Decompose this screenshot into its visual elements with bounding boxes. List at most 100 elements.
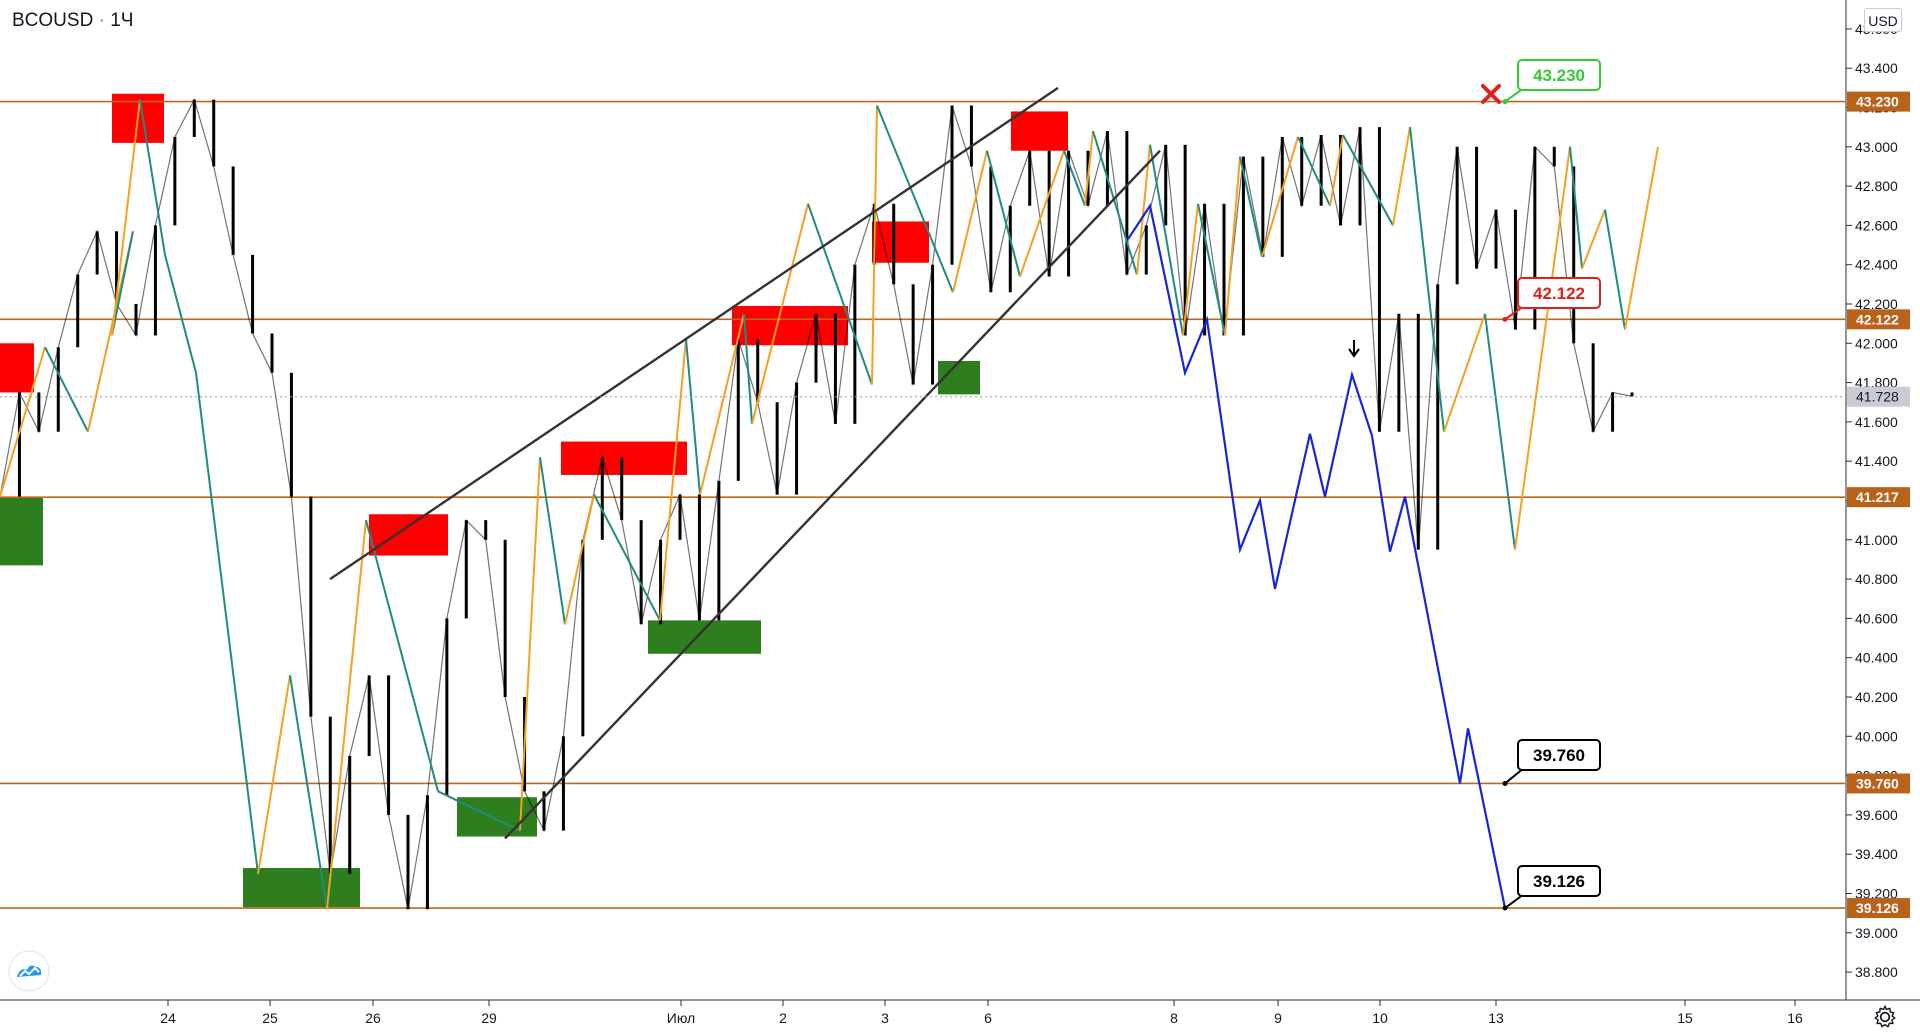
- candle: [1319, 135, 1323, 206]
- demand-zone: [457, 797, 537, 837]
- currency-button[interactable]: USD: [1864, 8, 1902, 32]
- level-axis-label-bg: [1847, 487, 1910, 508]
- level-axis-label: 41.217: [1856, 489, 1899, 505]
- candle: [1591, 343, 1595, 432]
- channel-line-upper: [329, 86, 1059, 581]
- zigzag-segment: [1297, 136, 1331, 207]
- candle: [1203, 203, 1207, 336]
- level-axis-label: 39.126: [1856, 900, 1899, 916]
- zigzag-segment: [437, 790, 521, 832]
- symbol-separator: ·: [98, 10, 105, 31]
- x-tick-label: 3: [881, 1010, 889, 1026]
- candle: [76, 274, 80, 348]
- gear-icon[interactable]: [1872, 1004, 1898, 1030]
- candle: [620, 457, 624, 521]
- x-tick-label: 25: [262, 1010, 278, 1026]
- callout-label: 43.230: [1533, 66, 1585, 85]
- current-price-label-bg: [1847, 386, 1910, 407]
- forecast-path: [1127, 202, 1507, 909]
- candle: [1572, 166, 1576, 344]
- x-tick-label: 9: [1274, 1010, 1282, 1026]
- candle: [756, 339, 760, 403]
- x-tick-label: 26: [365, 1010, 381, 1026]
- candle: [892, 203, 896, 285]
- candle: [1513, 209, 1517, 330]
- candle: [173, 136, 177, 226]
- y-tick-label: 40.600: [1855, 610, 1898, 626]
- zigzag-segment: [1329, 134, 1344, 206]
- candle: [464, 520, 468, 619]
- zigzag-segment: [164, 254, 197, 374]
- candle: [153, 225, 157, 336]
- candle: [1222, 203, 1226, 336]
- callout-anchor: [1502, 905, 1508, 911]
- candle: [445, 618, 449, 796]
- callout-box: [1517, 739, 1601, 771]
- candle: [231, 166, 235, 255]
- forecast-layer: [1127, 202, 1507, 909]
- zigzag-segment: [1443, 313, 1486, 433]
- candle: [348, 755, 352, 874]
- zigzag-segment: [871, 105, 878, 385]
- candle: [950, 105, 954, 265]
- candle: [270, 333, 274, 373]
- callout-label: 42.122: [1533, 284, 1585, 303]
- zigzag-segment: [519, 457, 541, 831]
- y-tick-label: 42.600: [1855, 217, 1898, 233]
- candle: [1455, 146, 1459, 285]
- zigzag-segment: [699, 313, 745, 495]
- candle: [1144, 225, 1148, 275]
- candle: [1494, 209, 1498, 269]
- zigzag-segment: [743, 313, 753, 424]
- zigzag-segment: [952, 150, 988, 293]
- y-tick-label: 39.200: [1855, 886, 1898, 902]
- tradingview-logo-icon[interactable]: [8, 950, 50, 992]
- candle: [17, 392, 21, 497]
- callout-box: [1517, 277, 1601, 309]
- candle: [1241, 156, 1245, 336]
- y-tick-label: 40.200: [1855, 689, 1898, 705]
- arrow-down-icon: [1348, 340, 1360, 358]
- y-tick-label: 41.000: [1855, 532, 1898, 548]
- y-tick-label: 39.600: [1855, 807, 1898, 823]
- channel-line-lower: [504, 149, 1161, 840]
- callout-anchor: [1502, 316, 1508, 322]
- zigzag-segment: [1409, 127, 1445, 432]
- y-tick-label: 43.400: [1855, 60, 1898, 76]
- y-tick-label: 42.000: [1855, 335, 1898, 351]
- x-tick-label: 24: [160, 1010, 176, 1026]
- zigzag-layer: [0, 99, 1659, 910]
- level-axis-label: 42.122: [1856, 311, 1899, 327]
- candle: [212, 99, 216, 167]
- x-tick-label: 13: [1488, 1010, 1504, 1026]
- zigzag-segment: [1136, 144, 1151, 275]
- symbol-name: BCOUSD: [12, 10, 94, 31]
- y-tick-label: 39.000: [1855, 925, 1898, 941]
- zigzag-segment: [1342, 134, 1394, 226]
- candle: [581, 539, 585, 737]
- candle: [37, 392, 41, 432]
- demand-zone: [0, 496, 43, 566]
- symbol-title[interactable]: BCOUSD · 1Ч: [12, 10, 133, 32]
- candle: [134, 304, 138, 336]
- level-axis-label-bg: [1847, 91, 1910, 112]
- x-tick-label: 10: [1372, 1010, 1388, 1026]
- candle: [1397, 313, 1401, 432]
- candle: [697, 494, 701, 621]
- zigzag-segment: [1197, 203, 1226, 336]
- callout-label: 39.760: [1533, 746, 1585, 765]
- x-tick-label: 8: [1170, 1010, 1178, 1026]
- y-tick-label: 38.800: [1855, 964, 1898, 980]
- y-tick-label: 40.400: [1855, 650, 1898, 666]
- zigzag-segment: [1624, 146, 1659, 330]
- symbol-timeframe: 1Ч: [110, 10, 134, 31]
- candle: [911, 284, 915, 385]
- zigzag-segment: [1092, 130, 1138, 275]
- candle: [717, 480, 721, 621]
- y-tick-label: 41.400: [1855, 453, 1898, 469]
- candle: [833, 313, 837, 424]
- candle: [1280, 136, 1284, 257]
- current-price-label: 41.728: [1856, 389, 1899, 405]
